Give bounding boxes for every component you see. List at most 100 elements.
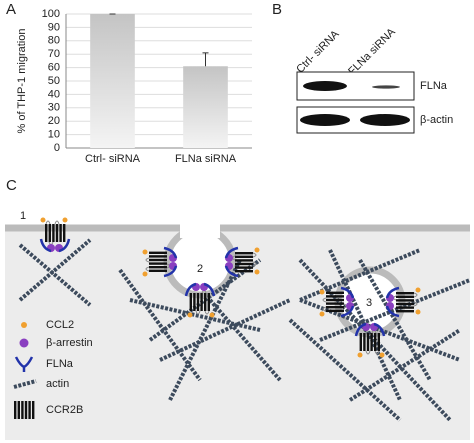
helix xyxy=(45,224,48,242)
ccr2b-icon xyxy=(28,401,31,419)
actin xyxy=(288,318,402,422)
legend-label: β-arrestin xyxy=(46,337,93,349)
y-tick-label: 0 xyxy=(54,142,60,154)
flna-icon xyxy=(14,356,34,372)
helix xyxy=(149,258,167,262)
y-tick-label: 100 xyxy=(42,8,60,20)
y-tick-label: 30 xyxy=(48,102,60,114)
helix xyxy=(207,293,210,311)
helix xyxy=(149,262,167,265)
helix xyxy=(396,302,414,306)
helix xyxy=(200,293,203,311)
ccl2 xyxy=(254,247,260,253)
y-axis-label: % of THP-1 migration xyxy=(16,29,28,134)
helix xyxy=(377,333,380,351)
actin xyxy=(348,328,462,402)
flna xyxy=(385,286,400,318)
flna xyxy=(340,286,355,318)
helix xyxy=(235,270,253,273)
y-tick-label: 50 xyxy=(48,75,60,87)
y-tick-label: 80 xyxy=(48,35,60,47)
ccl2 xyxy=(187,312,193,318)
ccl2 xyxy=(319,289,325,295)
helix xyxy=(396,299,414,302)
x-tick-label: Ctrl- siRNA xyxy=(85,153,141,165)
actin-icon xyxy=(13,379,37,389)
helix xyxy=(149,255,167,258)
panel-label: C xyxy=(6,177,17,194)
bar xyxy=(90,14,135,148)
y-tick-label: 70 xyxy=(48,48,60,60)
ccl2 xyxy=(254,269,260,275)
helix xyxy=(359,333,362,351)
flna xyxy=(224,246,239,278)
actin xyxy=(18,243,92,307)
helix xyxy=(326,291,344,294)
helix xyxy=(396,310,414,313)
y-tick-label: 60 xyxy=(48,62,60,74)
ccr2b-icon xyxy=(32,401,35,419)
legend-label: FLNa xyxy=(46,358,74,370)
helix xyxy=(149,266,167,269)
y-tick-label: 40 xyxy=(48,88,60,100)
helix xyxy=(235,262,253,266)
helix xyxy=(396,292,414,295)
pit-neck xyxy=(180,220,220,238)
helix xyxy=(63,224,66,242)
blot-row-label: FLNa xyxy=(420,80,448,92)
bar xyxy=(183,66,228,148)
ccl2 xyxy=(62,217,68,223)
helix xyxy=(235,266,253,269)
band xyxy=(300,114,350,126)
band xyxy=(303,81,347,91)
western-blot: Ctrl- siRNA FLNa siRNA FLNa β-actin xyxy=(294,26,453,134)
helix xyxy=(52,224,55,242)
helix xyxy=(193,293,196,311)
legend: CCL2 β-arrestin FLNa actin CCR2B xyxy=(13,319,93,419)
helix xyxy=(235,259,253,262)
ccl2 xyxy=(142,271,148,277)
ccl2-icon xyxy=(21,322,27,328)
helix xyxy=(235,252,253,255)
ccr2b xyxy=(184,282,216,318)
ccl2 xyxy=(209,312,215,318)
ccr2b xyxy=(39,217,71,253)
panel-label: B xyxy=(272,1,282,18)
ccl2 xyxy=(40,217,46,223)
legend-label: CCL2 xyxy=(46,319,74,331)
ccl2 xyxy=(319,311,325,317)
actin xyxy=(168,259,242,401)
flna xyxy=(184,282,216,297)
actin xyxy=(118,268,202,382)
ccr2b-icon xyxy=(24,401,28,419)
actin xyxy=(18,238,92,302)
panel-label: A xyxy=(6,1,16,18)
helix xyxy=(48,224,51,242)
ccr2b xyxy=(142,246,178,278)
blot-column-label: Ctrl- siRNA xyxy=(294,28,342,76)
helix xyxy=(396,306,414,309)
helix xyxy=(189,293,192,311)
actin xyxy=(299,248,421,302)
ccr2b-icon xyxy=(14,401,17,419)
ccr2b xyxy=(385,286,421,318)
flna xyxy=(163,246,178,278)
legend-label: CCR2B xyxy=(46,404,83,416)
ccr2b-icon xyxy=(21,401,24,419)
helix xyxy=(149,251,167,254)
actin xyxy=(358,258,432,382)
ccr2b xyxy=(354,322,386,358)
actin xyxy=(159,298,291,362)
helix xyxy=(363,333,366,351)
step-label: 2 xyxy=(197,263,203,275)
legend-label: actin xyxy=(46,378,69,390)
ccr2b xyxy=(319,286,355,318)
helix xyxy=(374,333,377,351)
ccl2 xyxy=(415,309,421,315)
band xyxy=(372,85,400,89)
helix xyxy=(396,295,414,298)
helix xyxy=(196,293,200,311)
arrestin-icon xyxy=(19,338,29,348)
